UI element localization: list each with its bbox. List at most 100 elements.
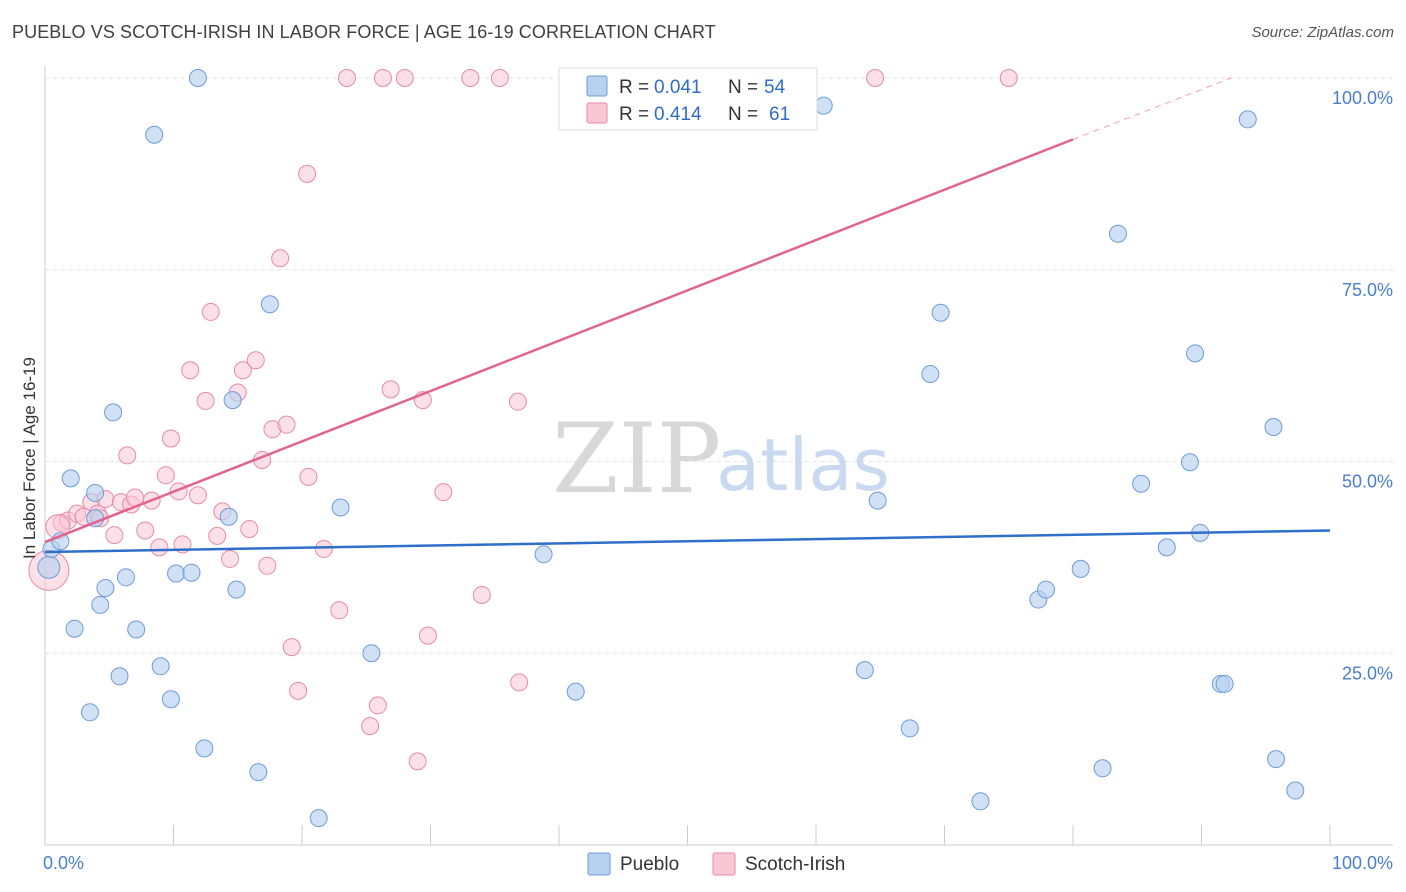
bottom-legend: Pueblo Scotch-Irish [587, 852, 845, 876]
x-tick-label-max: 100.0% [1332, 853, 1393, 873]
scotch-irish-point [337, 69, 356, 87]
pueblo-point [110, 667, 129, 686]
pueblo-point [91, 595, 110, 614]
y-tick-label: 100.0% [1332, 88, 1393, 108]
pueblo-point [814, 96, 833, 115]
bottom-legend-label-pueblo: Pueblo [620, 854, 679, 875]
legend-n-value-pueblo: 54 [764, 77, 786, 98]
watermark-zip: ZIP [552, 403, 721, 515]
scotch-irish-point [381, 380, 400, 399]
pueblo-point [219, 507, 238, 526]
y-tick-label: 75.0% [1342, 280, 1393, 300]
pueblo-point [182, 563, 201, 582]
pueblo-point [151, 657, 170, 676]
pueblo-point [161, 690, 180, 709]
pueblo-point [1108, 224, 1127, 243]
pueblo-point [1037, 580, 1056, 599]
scotch-irish-point [118, 446, 137, 465]
pueblo-point [900, 719, 919, 738]
scotch-irish-point [188, 486, 207, 505]
scotch-irish-point [277, 415, 296, 434]
pueblo-point [971, 792, 990, 811]
pueblo-point [116, 568, 135, 587]
scotch-irish-point [510, 673, 529, 692]
axes [44, 66, 1393, 846]
pueblo-point [145, 125, 164, 144]
scotch-irish-point [289, 681, 308, 700]
scotch-irish-point [246, 351, 265, 370]
y-tick-label: 25.0% [1342, 663, 1393, 683]
pueblo-point [96, 579, 115, 598]
legend-n-value-scotch-irish: 61 [769, 104, 790, 125]
pueblo-point [127, 620, 146, 639]
pueblo-point [104, 403, 123, 422]
scotch-irish-point [361, 717, 380, 736]
scotch-irish-point [472, 585, 491, 604]
scotch-irish-point [330, 601, 349, 620]
scotch-irish-point [434, 483, 453, 502]
scotch-irish-trend-line [44, 138, 1074, 544]
scotch-irish-point [136, 521, 155, 540]
pueblo-point [1286, 781, 1305, 800]
scotch-irish-point [282, 638, 301, 657]
legend-r-value-pueblo: 0.041 [654, 77, 702, 98]
pueblo-point [249, 763, 268, 782]
legend-swatch-scotch-irish [586, 102, 608, 124]
bottom-legend-label-scotch-irish: Scotch-Irish [745, 854, 845, 875]
scotch-irish-point [999, 69, 1018, 87]
pueblo-point [1132, 474, 1151, 493]
scotch-irish-point [461, 69, 480, 87]
scotch-irish-point [298, 164, 317, 183]
scotch-irish-point [395, 69, 414, 87]
pueblo-point [566, 682, 585, 701]
pueblo-point [1264, 417, 1283, 436]
pueblo-point [37, 555, 61, 579]
scotch-irish-point [508, 392, 527, 411]
pueblo-point [227, 580, 246, 599]
pueblo-point [868, 491, 887, 510]
scotch-irish-point [150, 538, 169, 557]
pueblo-point [86, 483, 105, 502]
pueblo-point [1071, 559, 1090, 578]
scotch-irish-point [271, 249, 290, 268]
pueblo-point [1157, 538, 1176, 557]
scotch-irish-point [866, 69, 885, 87]
scotch-irish-point [408, 752, 427, 771]
bottom-legend-swatch-pueblo [587, 852, 611, 876]
y-tick-label: 50.0% [1342, 472, 1393, 492]
scotch-irish-point [418, 626, 437, 645]
pueblo-point [1093, 759, 1112, 778]
legend-n-label-pueblo: N = [728, 77, 758, 98]
y-axis-label: In Labor Force | Age 16-19 [20, 357, 39, 559]
trend-lines [44, 77, 1331, 554]
pueblo-point [1215, 674, 1234, 693]
pueblo-point [1238, 110, 1257, 129]
scotch-irish-point [258, 556, 277, 575]
pueblo-point [260, 295, 279, 314]
scotch-irish-point [299, 467, 318, 486]
legend-r-value-scotch-irish: 0.414 [654, 104, 702, 125]
watermark-atlas: atlas [716, 423, 890, 507]
scotch-irish-trend-extension [1072, 77, 1232, 140]
x-tick-labels: 0.0% 100.0% [43, 853, 1393, 873]
pueblo-point [362, 644, 381, 663]
pueblo-point [167, 564, 186, 583]
scotch-irish-point [201, 302, 220, 321]
scotch-irish-point [156, 466, 175, 485]
scotch-irish-point [233, 361, 252, 380]
x-tick-label-min: 0.0% [43, 853, 84, 873]
pueblo-point [61, 469, 80, 488]
scotch-irish-point [368, 696, 387, 715]
pueblo-point [1180, 453, 1199, 472]
pueblo-point [223, 391, 242, 410]
legend-r-label-pueblo: R = [619, 77, 649, 98]
bottom-legend-swatch-scotch-irish [712, 852, 736, 876]
pueblo-point [331, 498, 350, 517]
scotch-irish-point [314, 539, 333, 558]
pueblo-point [188, 69, 207, 87]
pueblo-trend-line [44, 529, 1331, 554]
pueblo-point [855, 661, 874, 680]
scotch-irish-point [240, 519, 259, 538]
legend-swatch-pueblo [586, 75, 608, 97]
pueblo-points [37, 69, 1305, 828]
